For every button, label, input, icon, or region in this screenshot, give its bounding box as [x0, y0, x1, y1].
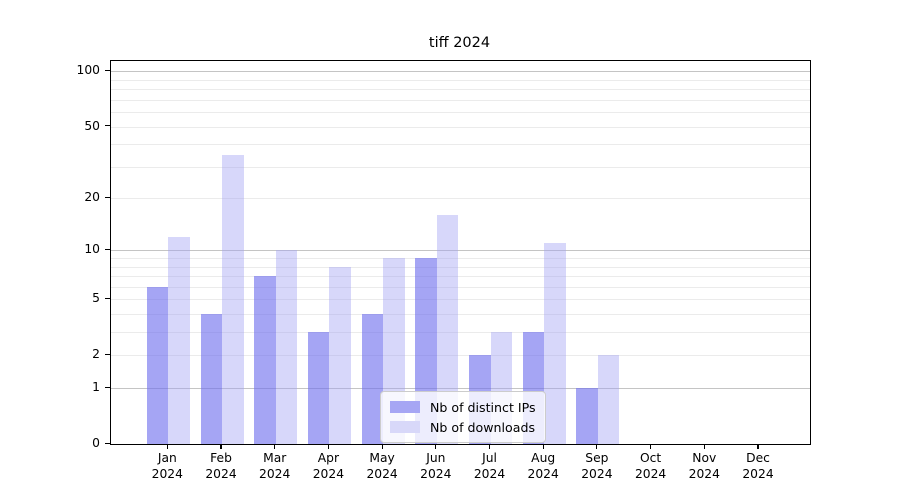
legend-row: Nb of downloads	[390, 417, 536, 437]
minor-gridline	[111, 166, 810, 168]
chart-title: tiff 2024	[428, 35, 491, 51]
minor-gridline	[111, 299, 810, 301]
bar-downloads-jan	[168, 236, 190, 444]
minor-gridline	[111, 99, 810, 101]
minor-gridline	[111, 258, 810, 260]
legend-label: Nb of distinct IPs	[430, 399, 536, 415]
y-tick-mark	[105, 386, 110, 388]
x-tick-label: Aug 2024	[527, 451, 559, 481]
bar-distinct-ips-feb	[200, 314, 222, 444]
major-gridline	[111, 250, 810, 252]
minor-gridline	[111, 266, 810, 268]
bar-downloads-feb	[222, 154, 244, 444]
y-tick-label: 50	[84, 118, 100, 133]
x-tick-mark	[220, 444, 222, 449]
bar-downloads-jun	[436, 215, 459, 444]
bar-downloads-aug	[544, 243, 566, 444]
x-tick-mark	[596, 444, 598, 449]
y-tick-label: 20	[84, 190, 100, 205]
x-tick-label: Jan 2024	[151, 451, 183, 481]
y-tick-label: 1	[92, 380, 100, 395]
minor-gridline	[111, 126, 810, 128]
minor-gridline	[111, 198, 810, 200]
minor-gridline	[111, 314, 810, 316]
x-tick-mark	[650, 444, 652, 449]
x-tick-label: Dec 2024	[742, 451, 774, 481]
x-tick-mark	[381, 444, 383, 449]
major-gridline	[111, 71, 810, 73]
x-tick-label: Jul 2024	[473, 451, 506, 481]
x-tick-label: Apr 2024	[312, 451, 345, 481]
y-tick-mark	[105, 353, 110, 355]
y-tick-mark	[105, 125, 110, 127]
y-tick-mark	[105, 248, 110, 251]
bar-downloads-sep	[597, 355, 620, 444]
x-tick-mark	[166, 444, 168, 449]
x-tick-mark	[757, 444, 759, 449]
minor-gridline	[111, 286, 810, 288]
x-tick-label: Feb 2024	[205, 451, 237, 481]
x-tick-label: Nov 2024	[688, 451, 720, 481]
y-tick-label: 100	[76, 63, 100, 78]
bar-distinct-ips-apr	[307, 332, 330, 444]
y-tick-label: 0	[92, 436, 100, 450]
x-tick-mark	[327, 444, 329, 449]
minor-gridline	[111, 144, 810, 146]
minor-gridline	[111, 112, 810, 114]
major-gridline	[111, 388, 810, 390]
bar-distinct-ips-jan	[146, 286, 169, 444]
y-tick-mark	[105, 442, 110, 444]
legend-swatch	[390, 401, 420, 413]
y-tick-mark	[105, 196, 110, 198]
y-tick-label: 5	[92, 291, 100, 306]
legend-swatch	[390, 421, 420, 433]
bar-distinct-ips-mar	[254, 276, 276, 444]
x-tick-label: Mar 2024	[259, 451, 291, 481]
bar-downloads-mar	[275, 250, 298, 444]
x-tick-mark	[703, 444, 705, 449]
y-tick-mark	[105, 69, 110, 72]
x-tick-mark	[274, 444, 276, 449]
minor-gridline	[111, 355, 810, 357]
x-tick-label: Jun 2024	[420, 451, 452, 481]
x-tick-mark	[488, 444, 491, 449]
y-tick-label: 10	[84, 242, 100, 257]
legend-label: Nb of downloads	[430, 419, 536, 435]
x-tick-mark	[435, 444, 437, 449]
legend: Nb of distinct IPs Nb of downloads	[380, 391, 546, 443]
x-tick-label: Sep 2024	[581, 451, 613, 481]
bar-distinct-ips-sep	[576, 388, 598, 444]
y-tick-label: 2	[92, 347, 100, 362]
x-tick-label: Oct 2024	[634, 451, 667, 481]
x-tick-mark	[542, 444, 544, 449]
y-tick-mark	[105, 297, 110, 300]
minor-gridline	[111, 89, 810, 91]
minor-gridline	[111, 276, 810, 278]
plot-area	[110, 60, 811, 445]
bar-distinct-ips-may	[361, 314, 384, 444]
legend-row: Nb of distinct IPs	[390, 397, 536, 417]
minor-gridline	[111, 79, 810, 81]
bar-downloads-apr	[329, 266, 351, 444]
x-tick-label: May 2024	[366, 451, 398, 481]
minor-gridline	[111, 332, 810, 334]
